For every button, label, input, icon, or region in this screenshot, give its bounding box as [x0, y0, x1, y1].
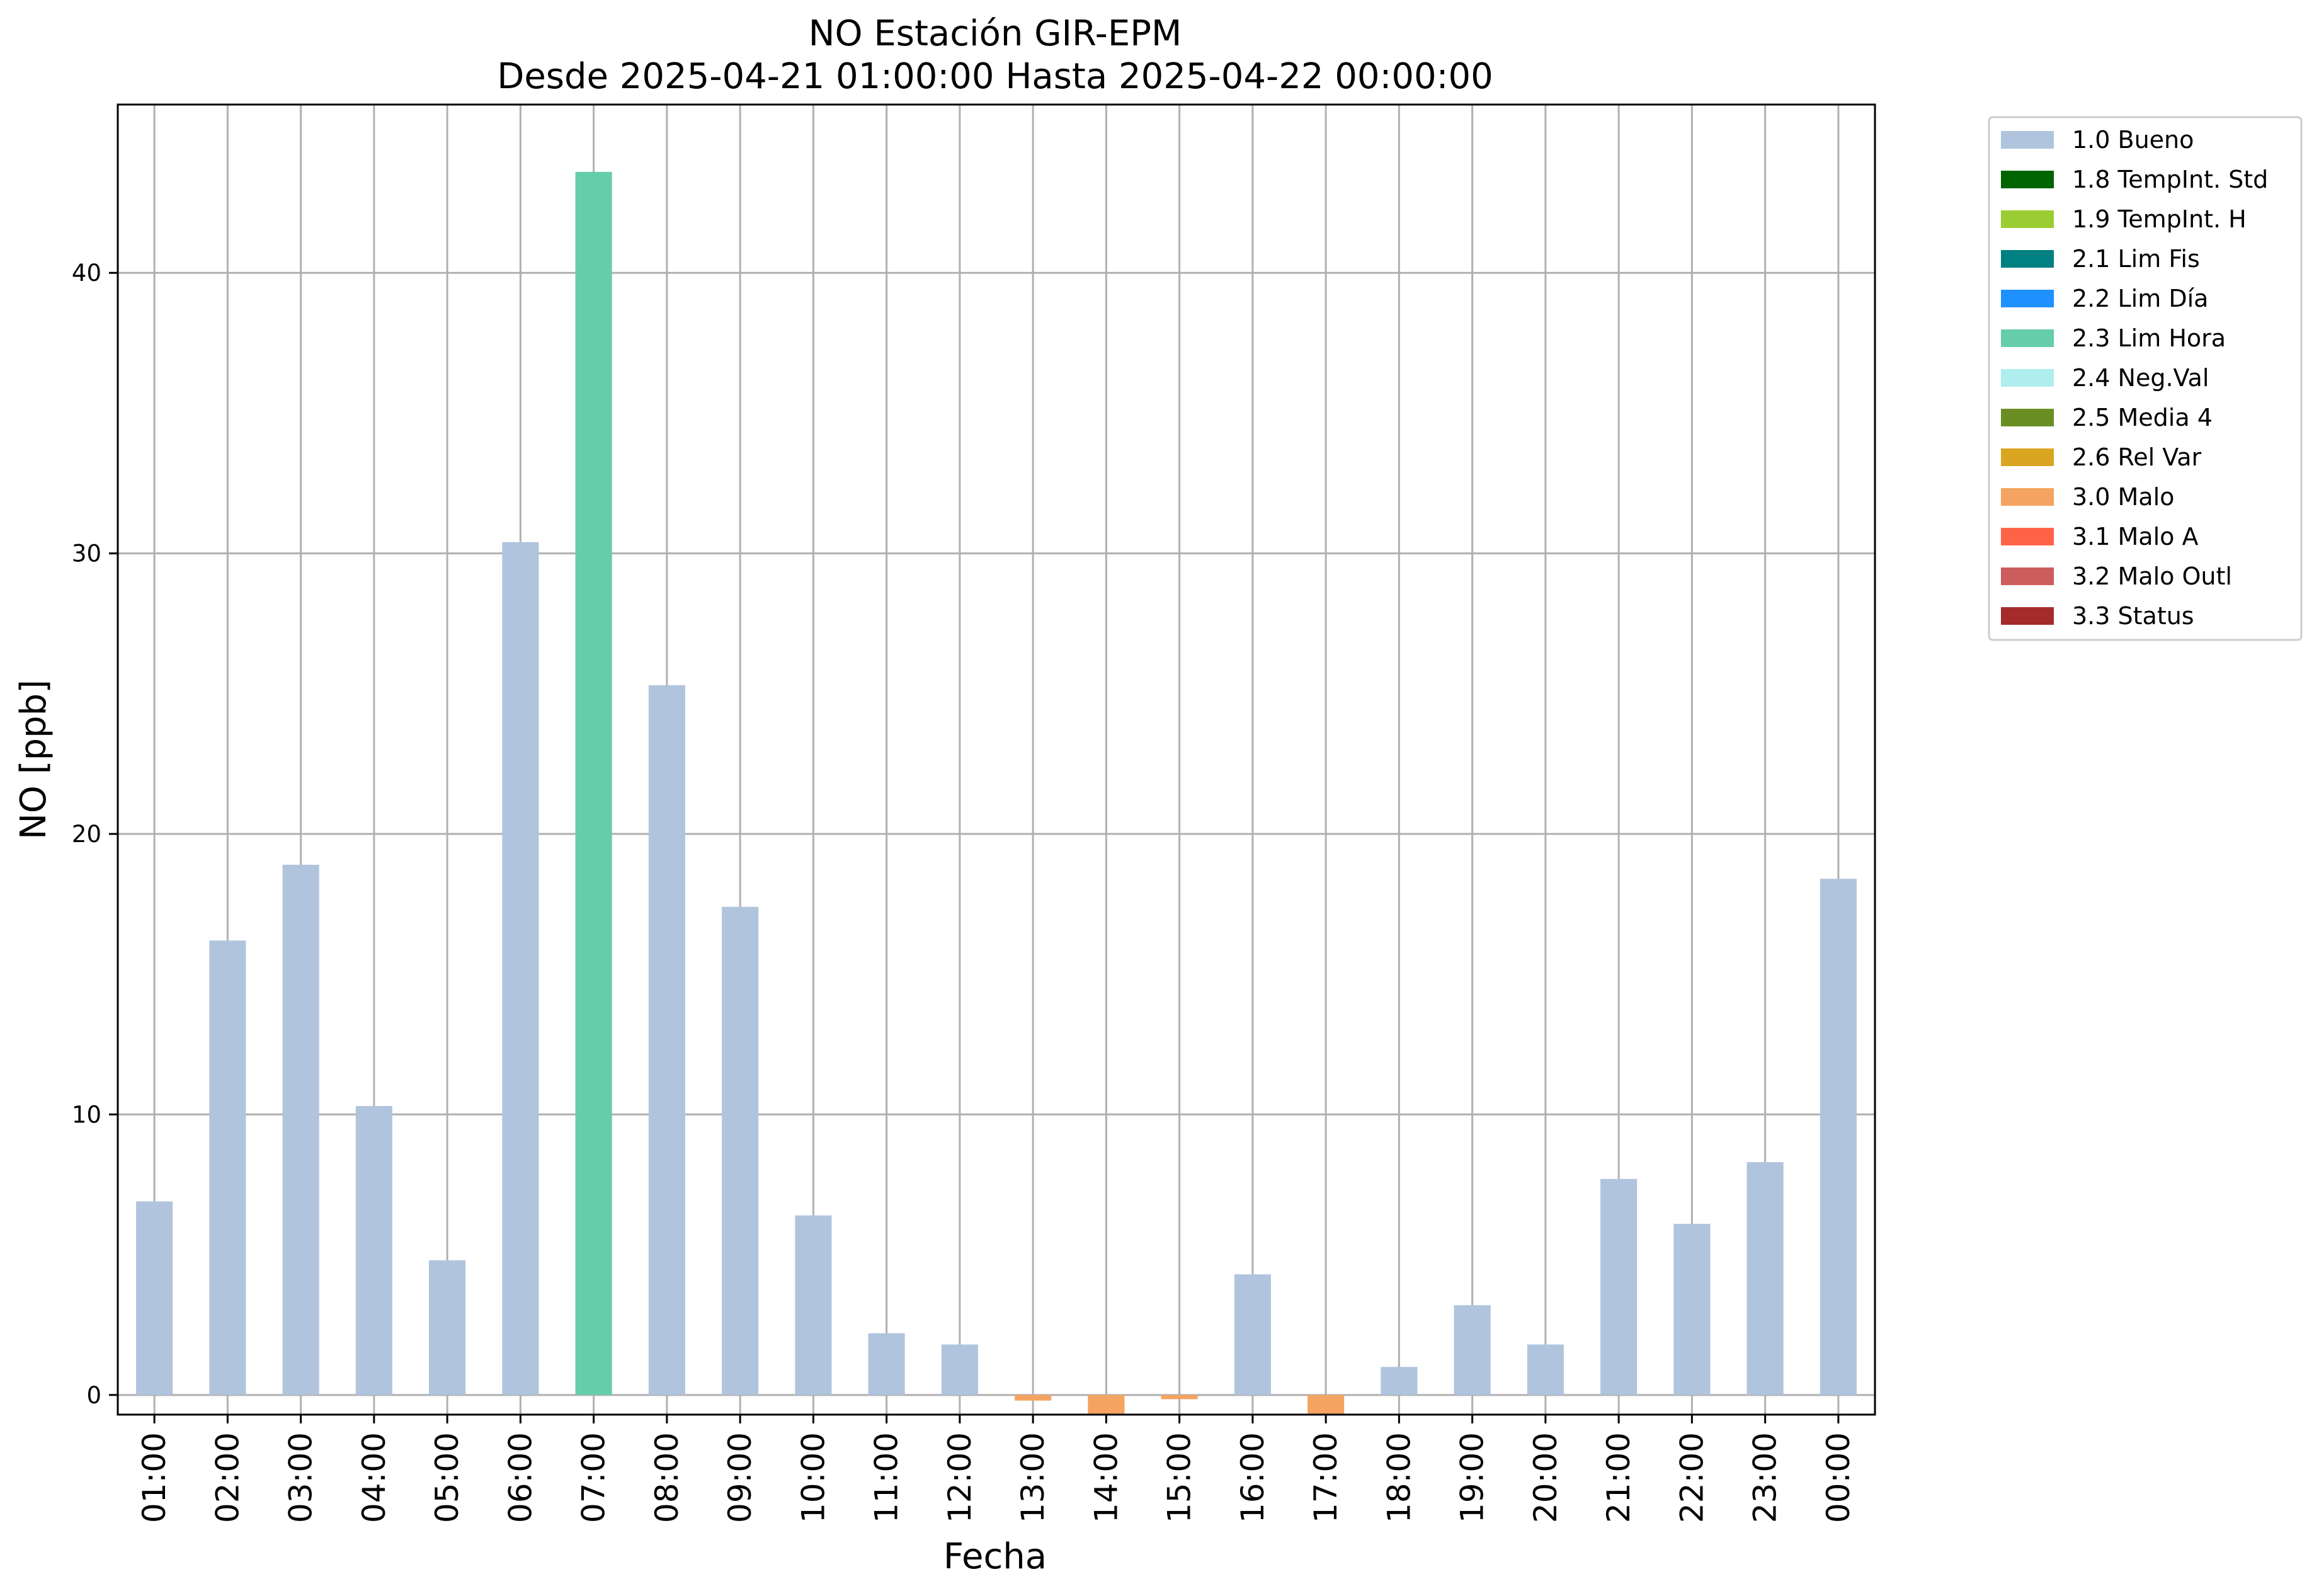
legend-swatch [2001, 210, 2054, 228]
legend-label: 2.3 Lim Hora [2072, 324, 2226, 352]
legend-swatch [2001, 131, 2054, 149]
bar [1746, 1162, 1784, 1395]
legend-swatch [2001, 329, 2054, 347]
x-tick-label: 13:00 [1015, 1432, 1051, 1523]
chart-subtitle: Desde 2025-04-21 01:00:00 Hasta 2025-04-… [497, 56, 1493, 97]
bar [1015, 1394, 1052, 1401]
bar [1161, 1394, 1198, 1399]
legend-swatch [2001, 290, 2054, 307]
x-axis: 01:00 02:00 03:00 04:00 05:00 06:00 07:00 08:00… [136, 1415, 1857, 1523]
legend-label: 1.8 TempInt. Std [2072, 166, 2268, 193]
x-tick-label: 21:00 [1600, 1432, 1637, 1523]
legend-swatch [2001, 369, 2054, 387]
legend-swatch [2001, 448, 2054, 466]
x-tick-label: 02:00 [209, 1432, 246, 1523]
chart-title: NO Estación GIR-EPM [809, 13, 1182, 54]
bar [1454, 1305, 1491, 1395]
legend-label: 2.1 Lim Fis [2072, 245, 2200, 273]
x-tick-label: 22:00 [1673, 1432, 1710, 1523]
legend-label: 3.2 Malo Outl [2072, 562, 2232, 590]
bar [1234, 1274, 1271, 1395]
y-tick-label: 0 [86, 1382, 101, 1409]
x-tick-label: 17:00 [1308, 1432, 1344, 1523]
bar [1308, 1394, 1345, 1415]
legend: 1.0 Bueno 1.8 TempInt. Std 1.9 TempInt. H 2… [1988, 116, 2303, 641]
x-tick-label: 00:00 [1820, 1432, 1857, 1523]
legend-swatch [2001, 488, 2054, 506]
legend-label: 2.2 Lim Día [2072, 285, 2208, 312]
bar [1088, 1394, 1125, 1415]
bar [648, 685, 685, 1395]
legend-swatch [2001, 409, 2054, 426]
y-tick-label: 20 [72, 821, 101, 848]
x-axis-label: Fecha [943, 1536, 1047, 1577]
legend-box [1988, 116, 2303, 641]
bar [502, 542, 539, 1395]
bar [575, 171, 612, 1395]
legend-swatch [2001, 567, 2054, 585]
bar [1600, 1178, 1638, 1395]
bar [1820, 879, 1857, 1395]
bar [868, 1333, 905, 1395]
x-tick-label: 12:00 [942, 1432, 978, 1523]
x-tick-label: 09:00 [722, 1432, 758, 1523]
legend-label: 2.4 Neg.Val [2072, 364, 2209, 392]
bars [136, 171, 1857, 1415]
legend-label: 1.0 Bueno [2072, 126, 2194, 154]
y-axis: 0 10 20 30 40 [72, 259, 118, 1409]
legend-label: 2.6 Rel Var [2072, 443, 2202, 471]
x-tick-label: 05:00 [429, 1432, 465, 1523]
x-tick-label: 06:00 [502, 1432, 538, 1523]
y-tick-label: 30 [72, 540, 101, 567]
x-tick-label: 14:00 [1088, 1432, 1124, 1523]
legend-swatch [2001, 528, 2054, 545]
bar [136, 1201, 173, 1395]
legend-label: 3.1 Malo A [2072, 523, 2198, 550]
legend-label: 2.5 Media 4 [2072, 404, 2213, 431]
legend-swatch [2001, 607, 2054, 625]
x-tick-label: 08:00 [649, 1432, 685, 1523]
x-tick-label: 03:00 [283, 1432, 319, 1523]
bar [722, 906, 759, 1395]
bar [209, 940, 246, 1395]
y-tick-label: 40 [72, 259, 101, 287]
legend-swatch [2001, 171, 2054, 188]
x-tick-label: 15:00 [1161, 1432, 1198, 1523]
legend-label: 3.3 Status [2072, 602, 2194, 630]
x-tick-label: 04:00 [356, 1432, 392, 1523]
bar [1673, 1224, 1711, 1395]
legend-label: 3.0 Malo [2072, 483, 2174, 511]
bar [355, 1106, 392, 1395]
plot-frame [117, 103, 1876, 1416]
x-tick-label: 19:00 [1454, 1432, 1491, 1523]
x-tick-label: 20:00 [1527, 1432, 1564, 1523]
x-tick-label: 07:00 [576, 1432, 612, 1523]
x-tick-label: 01:00 [136, 1432, 173, 1523]
x-tick-label: 23:00 [1747, 1432, 1784, 1523]
x-tick-label: 16:00 [1234, 1432, 1271, 1523]
bar [1381, 1367, 1418, 1395]
bar [429, 1260, 466, 1395]
legend-swatch [2001, 250, 2054, 268]
bar [1527, 1344, 1564, 1395]
y-axis-label: NO [ppb] [13, 680, 54, 840]
y-tick-label: 10 [72, 1101, 101, 1128]
bar [282, 865, 319, 1395]
legend-label: 1.9 TempInt. H [2072, 205, 2247, 233]
bar [941, 1344, 978, 1395]
x-tick-label: 10:00 [795, 1432, 831, 1523]
x-tick-label: 18:00 [1381, 1432, 1417, 1523]
x-tick-label: 11:00 [869, 1432, 905, 1523]
bar [795, 1215, 832, 1395]
